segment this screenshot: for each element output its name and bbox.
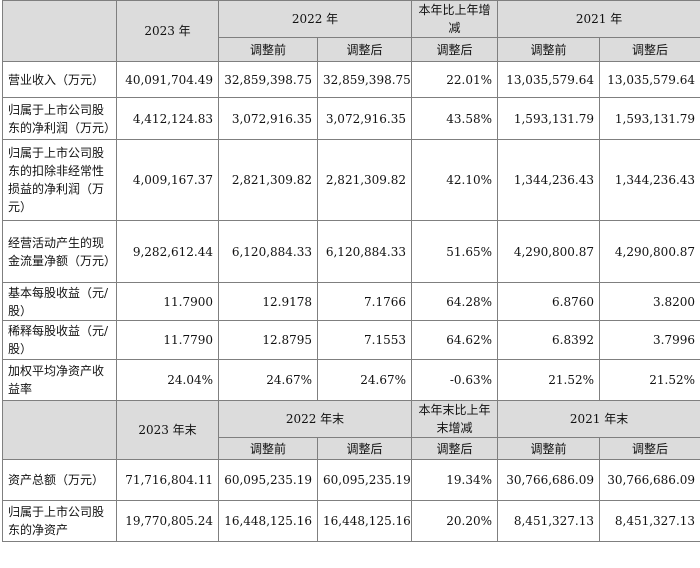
cell-2021-before: 1,344,236.43: [497, 139, 601, 221]
cell-2022-before: 24.67%: [218, 359, 318, 401]
row-label: 归属于上市公司股东的净利润（万元）: [2, 97, 117, 140]
row-label: 稀释每股收益（元/股）: [2, 320, 117, 360]
cell-2022-before: 32,859,398.75: [218, 61, 318, 98]
table-row: 基本每股收益（元/股） 11.7900 12.9178 7.1766 64.28…: [2, 282, 700, 321]
cell-2022-before: 3,072,916.35: [218, 97, 318, 140]
cell-2023: 9,282,612.44: [116, 220, 219, 283]
cell-2021-before: 30,766,686.09: [497, 459, 601, 501]
cell-change: 43.58%: [411, 97, 499, 140]
cell-2022-before: 60,095,235.19: [218, 459, 318, 501]
cell-2022-before: 2,821,309.82: [218, 139, 318, 221]
cell-2022-after: 3,072,916.35: [316, 97, 413, 140]
row-label: 资产总额（万元）: [2, 459, 117, 501]
subheader-2021-before: 调整前: [497, 37, 601, 62]
row-label: 基本每股收益（元/股）: [2, 282, 117, 321]
cell-2021-before: 13,035,579.64: [497, 61, 601, 98]
row-label: 营业收入（万元）: [2, 61, 117, 98]
cell-2023: 19,770,805.24: [116, 500, 219, 542]
cell-2023: 11.7900: [116, 282, 219, 321]
cell-2021-before: 8,451,327.13: [497, 500, 601, 542]
cell-2023: 4,412,124.83: [116, 97, 219, 140]
cell-2023: 71,716,804.11: [116, 459, 219, 501]
subheader-2022-after: 调整后: [316, 437, 413, 460]
cell-2021-after: 3.8200: [599, 282, 700, 321]
cell-2021-after: 1,344,236.43: [599, 139, 700, 221]
header-corner-cell: [2, 0, 117, 62]
cell-2023: 11.7790: [116, 320, 219, 360]
cell-2021-after: 4,290,800.87: [599, 220, 700, 283]
header-change: 本年比上年增减: [411, 0, 499, 38]
cell-2021-after: 30,766,686.09: [599, 459, 700, 501]
subheader-2022-before: 调整前: [218, 37, 318, 62]
row-label: 归属于上市公司股东的扣除非经常性损益的净利润（万元）: [2, 139, 117, 221]
cell-change: 64.62%: [411, 320, 499, 360]
subheader-2022-after: 调整后: [316, 37, 413, 62]
cell-2022-after: 7.1766: [316, 282, 413, 321]
table-row: 营业收入（万元） 40,091,704.49 32,859,398.75 32,…: [2, 61, 700, 98]
cell-2022-after: 16,448,125.16: [316, 500, 413, 542]
cell-change: 22.01%: [411, 61, 499, 98]
subheader-2021-after: 调整后: [599, 37, 700, 62]
cell-2021-before: 21.52%: [497, 359, 601, 401]
row-label: 加权平均净资产收益率: [2, 359, 117, 401]
cell-2021-after: 8,451,327.13: [599, 500, 700, 542]
table-row: 资产总额（万元） 71,716,804.11 60,095,235.19 60,…: [2, 459, 700, 501]
financial-indicators-table: 2023 年 2022 年 本年比上年增减 2021 年 调整前 调整后 调整后…: [2, 0, 700, 542]
cell-2022-before: 12.8795: [218, 320, 318, 360]
header-2023-end: 2023 年末: [116, 400, 219, 460]
subheader-change-after: 调整后: [411, 437, 499, 460]
table-row: 稀释每股收益（元/股） 11.7790 12.8795 7.1553 64.62…: [2, 320, 700, 360]
row-label: 经营活动产生的现金流量净额（万元）: [2, 220, 117, 283]
cell-2023: 24.04%: [116, 359, 219, 401]
header-row-bottom: 2023 年末 2022 年末 本年末比上年末增减 2021 年末: [2, 400, 700, 460]
cell-2021-after: 3.7996: [599, 320, 700, 360]
subheader-row-top: 调整前 调整后 调整后 调整前 调整后: [3, 37, 700, 62]
table-row: 经营活动产生的现金流量净额（万元） 9,282,612.44 6,120,884…: [2, 220, 700, 283]
cell-2021-after: 1,593,131.79: [599, 97, 700, 140]
subheader-2022-before: 调整前: [218, 437, 318, 460]
cell-2023: 40,091,704.49: [116, 61, 219, 98]
row-label: 归属于上市公司股东的净资产: [2, 500, 117, 542]
table-row: 归属于上市公司股东的净资产 19,770,805.24 16,448,125.1…: [2, 500, 700, 542]
cell-2022-after: 7.1553: [316, 320, 413, 360]
header-corner-cell-bottom: [2, 400, 117, 460]
header-2022: 2022 年: [217, 0, 413, 38]
subheader-2021-after: 调整后: [599, 437, 700, 460]
header-2022-end: 2022 年末: [217, 400, 413, 438]
cell-change: -0.63%: [411, 359, 499, 401]
cell-2022-before: 6,120,884.33: [218, 220, 318, 283]
cell-2022-after: 24.67%: [316, 359, 413, 401]
header-2021: 2021 年: [497, 0, 700, 38]
cell-change: 42.10%: [411, 139, 499, 221]
cell-2022-after: 32,859,398.75: [316, 61, 413, 98]
cell-2022-after: 2,821,309.82: [316, 139, 413, 221]
cell-2021-before: 1,593,131.79: [497, 97, 601, 140]
header-row-top: 2023 年 2022 年 本年比上年增减 2021 年: [2, 0, 700, 62]
cell-change: 51.65%: [411, 220, 499, 283]
cell-2021-after: 13,035,579.64: [599, 61, 700, 98]
financial-summary-sheet: 2023 年 2022 年 本年比上年增减 2021 年 调整前 调整后 调整后…: [2, 0, 700, 542]
subheader-change-after: 调整后: [411, 37, 499, 62]
cell-2022-after: 6,120,884.33: [316, 220, 413, 283]
cell-2022-before: 12.9178: [218, 282, 318, 321]
cell-2021-after: 21.52%: [599, 359, 700, 401]
cell-2023: 4,009,167.37: [116, 139, 219, 221]
header-2023: 2023 年: [116, 0, 219, 62]
cell-change: 19.34%: [411, 459, 499, 501]
cell-2022-before: 16,448,125.16: [218, 500, 318, 542]
cell-2021-before: 4,290,800.87: [497, 220, 601, 283]
table-row: 归属于上市公司股东的净利润（万元） 4,412,124.83 3,072,916…: [2, 97, 700, 140]
header-2021-end: 2021 年末: [497, 400, 700, 438]
cell-change: 64.28%: [411, 282, 499, 321]
subheader-2021-before: 调整前: [497, 437, 601, 460]
cell-2022-after: 60,095,235.19: [316, 459, 413, 501]
cell-2021-before: 6.8760: [497, 282, 601, 321]
header-change-end: 本年末比上年末增减: [411, 400, 499, 438]
table-row: 加权平均净资产收益率 24.04% 24.67% 24.67% -0.63% 2…: [2, 359, 700, 401]
table-row: 归属于上市公司股东的扣除非经常性损益的净利润（万元） 4,009,167.37 …: [2, 139, 700, 221]
cell-change: 20.20%: [411, 500, 499, 542]
cell-2021-before: 6.8392: [497, 320, 601, 360]
